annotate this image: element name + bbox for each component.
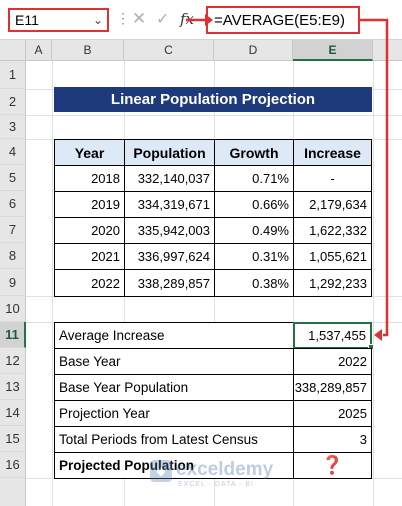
grid-line bbox=[26, 115, 402, 116]
table-cell-population[interactable]: 332,140,037 bbox=[124, 165, 215, 192]
row-header-7[interactable]: 7 bbox=[0, 217, 26, 243]
chevron-down-icon[interactable]: ⌄ bbox=[92, 13, 103, 27]
label-base-year-population[interactable]: Base Year Population bbox=[54, 374, 294, 401]
header-population[interactable]: Population bbox=[124, 139, 215, 166]
table-cell-growth[interactable]: 0.38% bbox=[214, 269, 294, 297]
row-header-6[interactable]: 6 bbox=[0, 191, 26, 217]
table-cell-growth[interactable]: 0.71% bbox=[214, 165, 294, 192]
formula-bar: E11 ⌄ ⋮ ✕ ✓ fx =AVERAGE(E5:E9) bbox=[0, 0, 402, 40]
function-icon[interactable]: fx bbox=[180, 10, 195, 28]
table-cell-population[interactable]: 336,997,624 bbox=[124, 243, 215, 270]
label-total-periods[interactable]: Total Periods from Latest Census bbox=[54, 426, 294, 453]
active-cell-average-increase[interactable]: 1,537,455 bbox=[293, 322, 372, 349]
table-cell-year[interactable]: 2020 bbox=[54, 217, 125, 244]
table-cell-increase[interactable]: 1,055,621 bbox=[293, 243, 372, 270]
row-header-2[interactable]: 2 bbox=[0, 89, 26, 115]
question-mark-icon: ❓ bbox=[321, 455, 344, 475]
column-header-b[interactable]: B bbox=[52, 40, 124, 61]
table-cell-increase[interactable]: 1,622,332 bbox=[293, 217, 372, 244]
label-average-increase[interactable]: Average Increase bbox=[54, 322, 294, 349]
row-header-12[interactable]: 12 bbox=[0, 348, 26, 374]
select-all-button[interactable] bbox=[0, 40, 26, 61]
formula-text: =AVERAGE(E5:E9) bbox=[214, 12, 346, 29]
formula-input[interactable]: =AVERAGE(E5:E9) bbox=[206, 6, 360, 34]
table-cell-population[interactable]: 334,319,671 bbox=[124, 191, 215, 218]
column-header-c[interactable]: C bbox=[124, 40, 214, 61]
header-year[interactable]: Year bbox=[54, 139, 125, 166]
grid-line bbox=[373, 61, 374, 506]
arrow-right-head bbox=[374, 329, 382, 341]
watermark-tagline: EXCEL · DATA · BI bbox=[178, 481, 254, 488]
value-base-year-population[interactable]: 338,289,857 bbox=[293, 374, 372, 401]
name-box[interactable]: E11 ⌄ bbox=[8, 8, 109, 32]
row-header-14[interactable]: 14 bbox=[0, 400, 26, 426]
row-header-11[interactable]: 11 bbox=[0, 322, 26, 348]
table-cell-year[interactable]: 2018 bbox=[54, 165, 125, 192]
label-base-year[interactable]: Base Year bbox=[54, 348, 294, 375]
table-cell-increase[interactable]: 1,292,233 bbox=[293, 269, 372, 297]
table-cell-year[interactable]: 2022 bbox=[54, 269, 125, 297]
table-cell-growth[interactable]: 0.66% bbox=[214, 191, 294, 218]
table-cell-growth[interactable]: 0.49% bbox=[214, 217, 294, 244]
value-projection-year[interactable]: 2025 bbox=[293, 400, 372, 427]
value-total-periods[interactable]: 3 bbox=[293, 426, 372, 453]
column-header-d[interactable]: D bbox=[214, 40, 293, 61]
row-header-13[interactable]: 13 bbox=[0, 374, 26, 400]
check-icon[interactable]: ✓ bbox=[156, 11, 170, 28]
table-cell-population[interactable]: 335,942,003 bbox=[124, 217, 215, 244]
name-box-value: E11 bbox=[15, 12, 39, 28]
header-increase[interactable]: Increase bbox=[293, 139, 372, 166]
row-header-3[interactable]: 3 bbox=[0, 115, 26, 139]
sheet-title[interactable]: Linear Population Projection bbox=[54, 87, 372, 112]
row-header-8[interactable]: 8 bbox=[0, 243, 26, 269]
row-header-10[interactable]: 10 bbox=[0, 296, 26, 322]
row-header-5[interactable]: 5 bbox=[0, 165, 26, 191]
table-cell-increase[interactable]: 2,179,634 bbox=[293, 191, 372, 218]
column-header-a[interactable]: A bbox=[26, 40, 52, 61]
row-header-1[interactable]: 1 bbox=[0, 61, 26, 89]
exceldemy-logo-icon: ◆ bbox=[150, 460, 172, 482]
grid-line bbox=[52, 61, 53, 506]
row-header-15[interactable]: 15 bbox=[0, 426, 26, 452]
row-header-17[interactable] bbox=[0, 478, 26, 506]
table-cell-growth[interactable]: 0.31% bbox=[214, 243, 294, 270]
row-header-9[interactable]: 9 bbox=[0, 269, 26, 296]
table-cell-population[interactable]: 338,289,857 bbox=[124, 269, 215, 297]
table-cell-year[interactable]: 2019 bbox=[54, 191, 125, 218]
column-header-e[interactable]: E bbox=[293, 40, 373, 61]
table-cell-year[interactable]: 2021 bbox=[54, 243, 125, 270]
close-icon[interactable]: ✕ bbox=[132, 9, 147, 28]
watermark-name: exceldemy bbox=[176, 459, 274, 480]
watermark: ◆ exceldemy EXCEL · DATA · BI bbox=[150, 459, 310, 493]
label-projection-year[interactable]: Projection Year bbox=[54, 400, 294, 427]
header-growth[interactable]: Growth bbox=[214, 139, 294, 166]
column-header-f[interactable] bbox=[373, 40, 402, 61]
row-header-4[interactable]: 4 bbox=[0, 139, 26, 165]
row-header-16[interactable]: 16 bbox=[0, 452, 26, 478]
value-base-year[interactable]: 2022 bbox=[293, 348, 372, 375]
value-projected-population[interactable]: ❓ bbox=[293, 452, 372, 479]
formula-bar-grip-icon: ⋮ bbox=[116, 10, 130, 26]
table-cell-increase[interactable]: - bbox=[293, 165, 372, 192]
label-projected-population[interactable]: Projected Population bbox=[54, 452, 294, 479]
